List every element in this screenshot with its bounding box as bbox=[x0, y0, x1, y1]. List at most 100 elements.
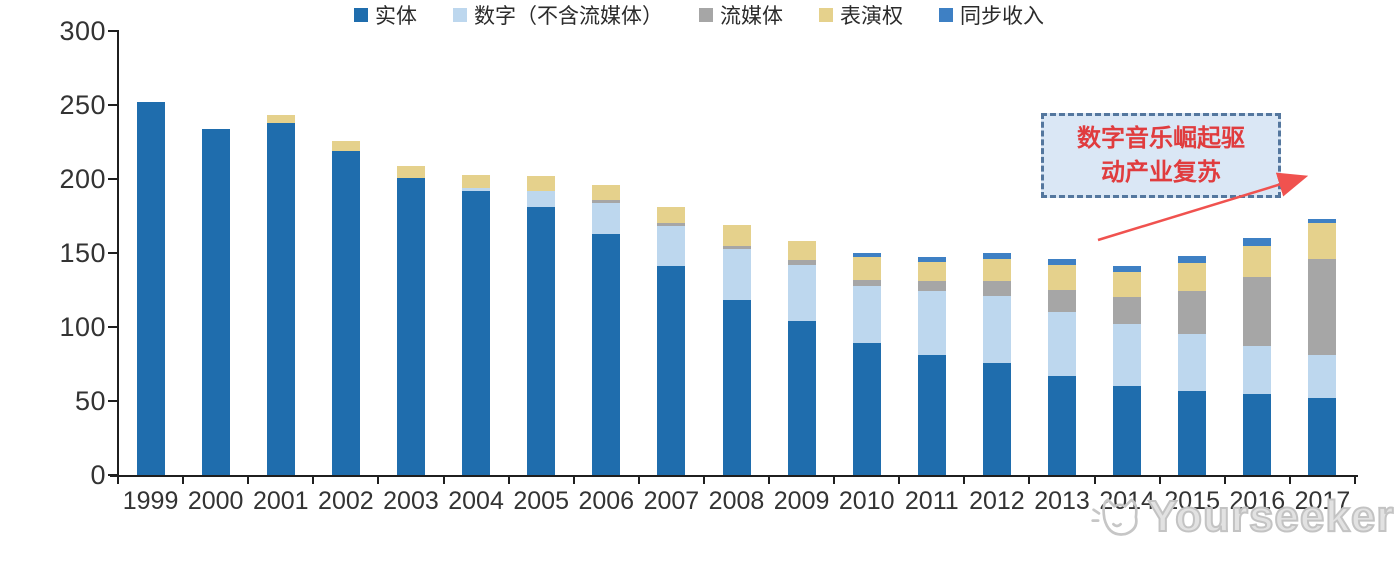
bar-segment-2009-数字（不含流媒体） bbox=[787, 264, 816, 322]
legend-label: 表演权 bbox=[840, 4, 903, 28]
bar-segment-2014-数字（不含流媒体） bbox=[1113, 324, 1142, 387]
bar-segment-2013-表演权 bbox=[1048, 264, 1077, 290]
bar-segment-2010-流媒体 bbox=[852, 279, 881, 286]
bar-segment-2007-流媒体 bbox=[657, 223, 686, 227]
bar-segment-2013-流媒体 bbox=[1048, 290, 1077, 313]
bar-segment-2012-数字（不含流媒体） bbox=[982, 295, 1011, 363]
y-tick-mark bbox=[108, 400, 118, 402]
x-tick-mark bbox=[507, 476, 510, 484]
bar-segment-2011-数字（不含流媒体） bbox=[917, 291, 946, 356]
y-tick-label: 300 bbox=[59, 16, 106, 46]
bar-segment-2016-表演权 bbox=[1243, 245, 1272, 277]
y-tick-label: 50 bbox=[74, 386, 106, 416]
legend-item-同步收入: 同步收入 bbox=[939, 0, 1044, 30]
bar-segment-2017-实体 bbox=[1308, 398, 1337, 475]
bar-segment-2012-实体 bbox=[982, 362, 1011, 475]
x-tick-mark bbox=[182, 476, 185, 484]
bar-segment-2017-流媒体 bbox=[1308, 258, 1337, 356]
y-tick-mark bbox=[108, 252, 118, 254]
bar-segment-2014-流媒体 bbox=[1113, 297, 1142, 325]
x-tick-mark bbox=[1028, 476, 1031, 484]
watermark-text: Yourseeker bbox=[1147, 491, 1395, 542]
bar-segment-2015-流媒体 bbox=[1178, 291, 1207, 335]
bar-segment-2006-实体 bbox=[592, 233, 621, 475]
y-tick-label: 250 bbox=[59, 90, 106, 120]
bar-segment-2015-同步收入 bbox=[1178, 255, 1207, 264]
legend-label: 数字（不含流媒体） bbox=[474, 4, 663, 28]
x-axis-label-2001: 2001 bbox=[252, 487, 309, 515]
bar-segment-2016-同步收入 bbox=[1243, 238, 1272, 246]
bar-segment-2005-数字（不含流媒体） bbox=[527, 190, 556, 208]
bar-segment-2016-流媒体 bbox=[1243, 276, 1272, 347]
bar-segment-2011-实体 bbox=[917, 355, 946, 475]
x-tick-mark bbox=[963, 476, 966, 484]
x-tick-mark bbox=[117, 476, 119, 484]
legend-label: 实体 bbox=[375, 4, 417, 28]
y-tick-label: 0 bbox=[90, 460, 106, 490]
bar-segment-2010-数字（不含流媒体） bbox=[852, 285, 881, 344]
bar-segment-2003-实体 bbox=[396, 177, 425, 475]
bar-segment-2008-表演权 bbox=[722, 224, 751, 246]
x-axis-label-2007: 2007 bbox=[643, 487, 700, 515]
legend-item-数字（不含流媒体）: 数字（不含流媒体） bbox=[453, 0, 663, 30]
x-axis-label-2006: 2006 bbox=[578, 487, 635, 515]
bar-segment-2001-实体 bbox=[266, 122, 295, 475]
y-tick-label: 200 bbox=[59, 164, 106, 194]
bar-segment-2002-实体 bbox=[331, 150, 360, 475]
annotation-text-line1: 数字音乐崛起驱 bbox=[1077, 125, 1245, 152]
bar-segment-2006-数字（不含流媒体） bbox=[592, 202, 621, 234]
x-axis-label-2002: 2002 bbox=[318, 487, 374, 515]
y-tick-mark bbox=[108, 474, 118, 476]
bar-segment-2004-实体 bbox=[462, 190, 491, 475]
y-tick-mark bbox=[108, 178, 118, 180]
bar-segment-2006-表演权 bbox=[592, 184, 621, 200]
x-axis-line bbox=[110, 475, 1358, 477]
x-axis-label-2010: 2010 bbox=[838, 487, 895, 515]
x-tick-mark bbox=[833, 476, 836, 484]
legend-item-实体: 实体 bbox=[354, 0, 417, 30]
bar-segment-2017-数字（不含流媒体） bbox=[1308, 355, 1337, 399]
x-tick-mark bbox=[1354, 476, 1356, 484]
x-axis-label-2004: 2004 bbox=[448, 487, 504, 515]
x-axis-label-2000: 2000 bbox=[187, 487, 244, 515]
legend-swatch-icon bbox=[699, 8, 713, 22]
bar-segment-2015-数字（不含流媒体） bbox=[1178, 334, 1207, 391]
bar-segment-2016-数字（不含流媒体） bbox=[1243, 346, 1272, 394]
bar-segment-2000-实体 bbox=[201, 128, 230, 475]
legend-label: 流媒体 bbox=[720, 4, 783, 28]
bar-segment-2005-表演权 bbox=[527, 176, 556, 191]
x-tick-mark bbox=[1158, 476, 1161, 484]
legend-label: 同步收入 bbox=[960, 4, 1044, 28]
bar-segment-2015-实体 bbox=[1178, 390, 1207, 475]
bar-segment-2015-表演权 bbox=[1178, 263, 1207, 292]
bar-segment-2013-同步收入 bbox=[1048, 258, 1077, 265]
x-axis-label-1999: 1999 bbox=[122, 487, 179, 515]
bar-segment-2003-表演权 bbox=[396, 165, 425, 178]
bar-segment-2009-流媒体 bbox=[787, 260, 816, 265]
bar-segment-2001-表演权 bbox=[266, 115, 295, 123]
x-tick-mark bbox=[637, 476, 640, 484]
x-axis-label-2016: 2016 bbox=[1229, 487, 1286, 515]
y-tick-label: 150 bbox=[59, 238, 106, 268]
bar-segment-2008-流媒体 bbox=[722, 245, 751, 249]
bar-segment-2006-流媒体 bbox=[592, 199, 621, 203]
bar-segment-2012-流媒体 bbox=[982, 281, 1011, 296]
x-tick-mark bbox=[768, 476, 771, 484]
x-tick-mark bbox=[898, 476, 901, 484]
y-tick-mark bbox=[108, 104, 118, 106]
bar-segment-2011-同步收入 bbox=[917, 257, 946, 262]
y-axis-line bbox=[117, 30, 119, 477]
bar-segment-2010-同步收入 bbox=[852, 253, 881, 258]
x-tick-mark bbox=[442, 476, 445, 484]
x-axis-label-2008: 2008 bbox=[708, 487, 765, 515]
x-axis-label-2013: 2013 bbox=[1034, 487, 1090, 515]
bar-segment-2011-表演权 bbox=[917, 261, 946, 282]
x-tick-mark bbox=[1223, 476, 1226, 484]
bar-segment-2004-表演权 bbox=[462, 174, 491, 188]
bar-segment-2017-同步收入 bbox=[1308, 218, 1337, 224]
x-tick-mark bbox=[247, 476, 250, 484]
annotation-text-line2: 动产业复苏 bbox=[1101, 159, 1221, 186]
legend-swatch-icon bbox=[453, 8, 467, 22]
bar-segment-2010-表演权 bbox=[852, 257, 881, 280]
x-axis-label-2012: 2012 bbox=[969, 487, 1025, 515]
